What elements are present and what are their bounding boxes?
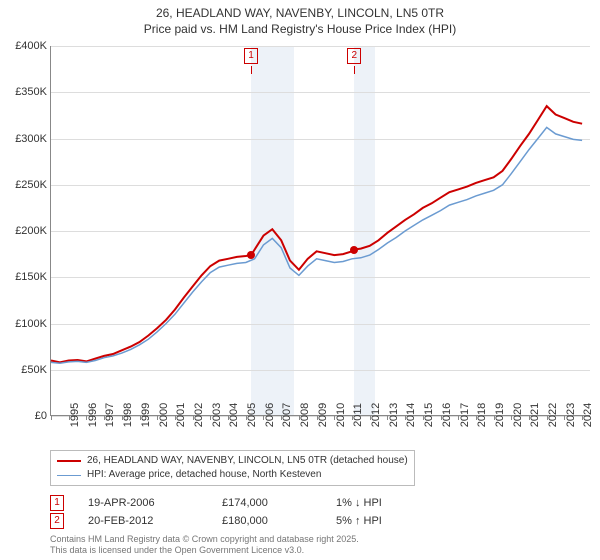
chart-title: 26, HEADLAND WAY, NAVENBY, LINCOLN, LN5 … [0, 0, 600, 39]
legend-swatch [57, 475, 81, 476]
y-axis-label: £350K [15, 86, 51, 98]
y-axis-label: £100K [15, 318, 51, 330]
chart-svg [51, 46, 590, 415]
legend-label: HPI: Average price, detached house, Nort… [87, 468, 321, 482]
y-axis-label: £200K [15, 225, 51, 237]
marker-tick [354, 66, 355, 74]
x-axis-label: 2025 [582, 403, 600, 427]
title-line-2: Price paid vs. HM Land Registry's House … [0, 22, 600, 38]
legend-item: HPI: Average price, detached house, Nort… [57, 468, 408, 482]
chart-plot-area: £0£50K£100K£150K£200K£250K£300K£350K£400… [50, 46, 590, 416]
legend-swatch [57, 460, 81, 462]
y-axis-label: £150K [15, 271, 51, 283]
footnote-delta: 5% ↑ HPI [336, 515, 382, 527]
footnote-row: 1 19-APR-2006 £174,000 1% ↓ HPI [50, 494, 382, 512]
legend-label: 26, HEADLAND WAY, NAVENBY, LINCOLN, LN5 … [87, 454, 408, 468]
title-line-1: 26, HEADLAND WAY, NAVENBY, LINCOLN, LN5 … [0, 6, 600, 22]
footnote-row: 2 20-FEB-2012 £180,000 5% ↑ HPI [50, 512, 382, 530]
y-axis-label: £400K [15, 40, 51, 52]
license-line-2: This data is licensed under the Open Gov… [50, 545, 359, 556]
transaction-footnotes: 1 19-APR-2006 £174,000 1% ↓ HPI 2 20-FEB-2012… [50, 494, 382, 530]
chart-legend: 26, HEADLAND WAY, NAVENBY, LINCOLN, LN5 … [50, 450, 415, 486]
footnote-delta: 1% ↓ HPI [336, 497, 382, 509]
marker-label: 1 [244, 48, 258, 64]
footnote-date: 19-APR-2006 [88, 497, 198, 509]
transaction-dot [247, 251, 255, 259]
y-axis-label: £50K [21, 364, 51, 376]
y-axis-label: £250K [15, 179, 51, 191]
series-price_paid [51, 106, 582, 362]
transaction-dot [350, 246, 358, 254]
footnote-price: £180,000 [222, 515, 312, 527]
license-text: Contains HM Land Registry data © Crown c… [50, 534, 359, 556]
legend-item: 26, HEADLAND WAY, NAVENBY, LINCOLN, LN5 … [57, 454, 408, 468]
marker-tick [251, 66, 252, 74]
license-line-1: Contains HM Land Registry data © Crown c… [50, 534, 359, 545]
footnote-date: 20-FEB-2012 [88, 515, 198, 527]
footnote-marker: 1 [50, 495, 64, 511]
footnote-marker: 2 [50, 513, 64, 529]
y-axis-label: £0 [35, 410, 51, 422]
y-axis-label: £300K [15, 133, 51, 145]
footnote-price: £174,000 [222, 497, 312, 509]
marker-label: 2 [347, 48, 361, 64]
series-hpi [51, 127, 582, 363]
